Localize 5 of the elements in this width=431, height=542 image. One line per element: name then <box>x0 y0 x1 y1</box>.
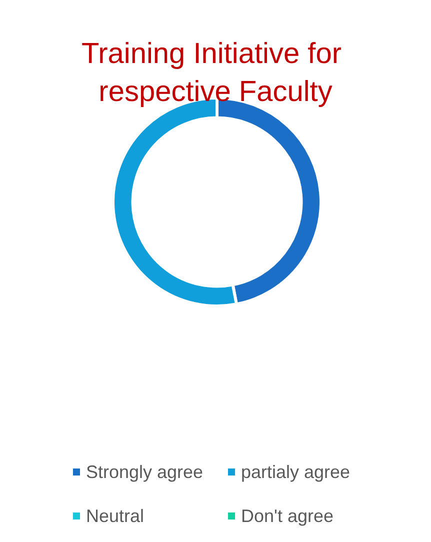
chart-title: Training Initiative for respective Faculty <box>81 38 350 108</box>
legend-label: Don't agree <box>241 506 334 526</box>
legend-label: Neutral <box>86 506 144 526</box>
legend-label: Strongly agree <box>86 462 204 482</box>
legend-label: partialy agree <box>241 462 350 482</box>
